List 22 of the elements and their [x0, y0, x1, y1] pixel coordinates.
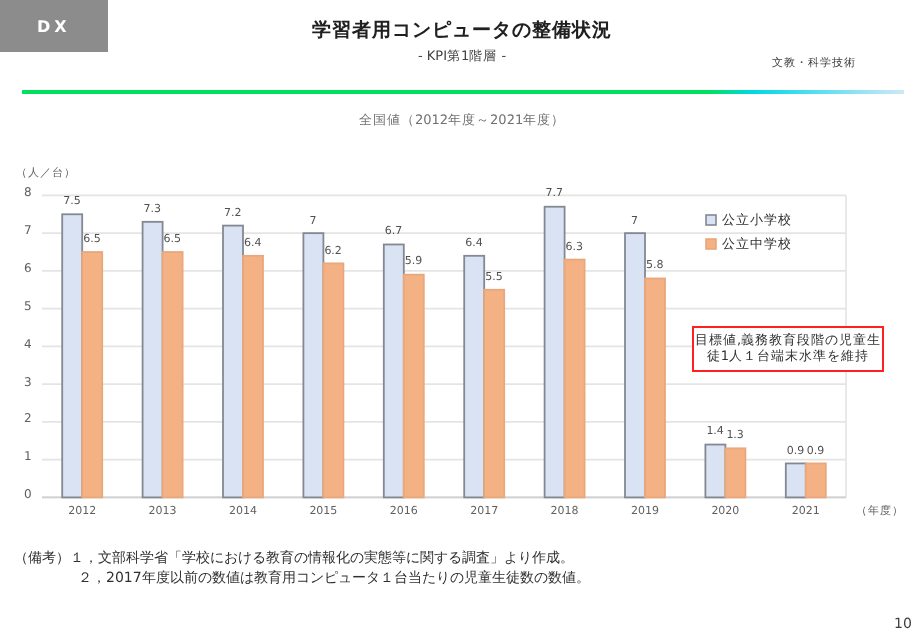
bar [463, 254, 486, 499]
bar [161, 251, 184, 499]
chart-title: 学習者用コンピュータの整備状況 [312, 20, 612, 44]
bar [784, 462, 807, 499]
bar [563, 258, 586, 499]
bar [624, 232, 646, 499]
bar [402, 273, 425, 499]
bar [704, 443, 727, 499]
bar [804, 462, 827, 499]
bar [724, 447, 747, 499]
bar [81, 251, 104, 499]
bar [543, 205, 566, 499]
bar [302, 232, 325, 499]
text: DX [37, 17, 71, 36]
bar [222, 224, 244, 499]
bar [483, 288, 506, 499]
bar [382, 243, 405, 499]
bar [61, 213, 84, 499]
bar [141, 220, 164, 499]
bar [242, 254, 264, 499]
bar [322, 262, 345, 499]
bar [644, 277, 666, 499]
